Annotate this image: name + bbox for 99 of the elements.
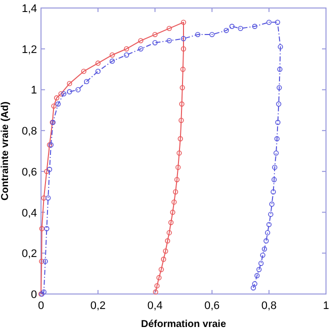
point bbox=[258, 260, 264, 266]
point bbox=[166, 230, 172, 236]
point bbox=[54, 95, 60, 100]
point bbox=[138, 46, 144, 52]
point bbox=[44, 226, 50, 232]
point bbox=[152, 40, 158, 46]
point bbox=[275, 120, 280, 125]
point bbox=[138, 38, 144, 44]
y-tick-label: 1,4 bbox=[22, 3, 37, 15]
point bbox=[175, 164, 181, 170]
point bbox=[178, 118, 184, 123]
point bbox=[66, 80, 72, 86]
point bbox=[274, 20, 280, 25]
point bbox=[252, 24, 258, 29]
point bbox=[42, 258, 48, 264]
point bbox=[278, 44, 283, 50]
point bbox=[44, 168, 50, 174]
point bbox=[46, 166, 52, 172]
point bbox=[176, 150, 182, 156]
point bbox=[224, 28, 229, 34]
point bbox=[38, 258, 44, 264]
x-tick-label: 0,4 bbox=[147, 300, 163, 312]
point bbox=[156, 275, 162, 280]
point bbox=[81, 68, 86, 74]
point bbox=[162, 248, 168, 254]
point bbox=[250, 285, 256, 290]
point bbox=[41, 195, 46, 201]
point bbox=[277, 66, 282, 72]
point bbox=[174, 177, 180, 182]
point bbox=[272, 177, 277, 182]
point bbox=[195, 32, 200, 38]
point bbox=[152, 32, 158, 38]
point bbox=[178, 136, 183, 142]
point bbox=[254, 273, 260, 278]
point bbox=[274, 136, 280, 142]
point bbox=[180, 46, 186, 52]
point bbox=[172, 189, 178, 194]
point bbox=[260, 252, 266, 258]
y-tick-label: 0,8 bbox=[22, 126, 37, 138]
point bbox=[266, 20, 272, 25]
y-tick-label: 1,2 bbox=[22, 44, 37, 56]
point bbox=[166, 38, 172, 44]
point bbox=[84, 78, 90, 84]
y-axis-title: Contrainte vraie (Ad) bbox=[0, 102, 11, 200]
point bbox=[276, 85, 282, 90]
point bbox=[160, 256, 166, 262]
point bbox=[110, 52, 115, 58]
point bbox=[46, 195, 51, 201]
point bbox=[268, 212, 274, 217]
y-tick-label: 1 bbox=[30, 84, 37, 97]
point bbox=[256, 266, 262, 272]
point bbox=[58, 91, 64, 96]
x-tick-label: 0,6 bbox=[204, 300, 220, 312]
point bbox=[51, 103, 56, 109]
point bbox=[166, 26, 172, 32]
point bbox=[124, 52, 130, 58]
x-axis-title: Déformation vraie bbox=[140, 319, 226, 330]
point bbox=[39, 226, 44, 232]
point bbox=[264, 230, 270, 236]
point bbox=[170, 210, 176, 215]
point bbox=[41, 289, 46, 295]
x-tick-label: 0,2 bbox=[90, 300, 106, 312]
point bbox=[61, 91, 66, 96]
point bbox=[75, 87, 81, 92]
point bbox=[154, 283, 160, 288]
x-tick-label: 1 bbox=[322, 300, 330, 312]
point bbox=[171, 199, 177, 205]
y-tick-label: 0 bbox=[30, 289, 37, 301]
point bbox=[95, 60, 101, 66]
point bbox=[180, 85, 185, 90]
point bbox=[269, 202, 274, 207]
point bbox=[229, 24, 235, 29]
point bbox=[66, 89, 72, 94]
point bbox=[168, 220, 174, 226]
point bbox=[56, 101, 61, 107]
point bbox=[152, 289, 158, 295]
point bbox=[124, 46, 130, 52]
point bbox=[209, 32, 215, 38]
point bbox=[110, 58, 115, 64]
point bbox=[238, 26, 244, 32]
point bbox=[264, 238, 269, 244]
point bbox=[180, 36, 186, 42]
point bbox=[252, 281, 258, 286]
y-tick-label: 0,6 bbox=[22, 166, 37, 178]
point bbox=[270, 189, 276, 194]
point bbox=[276, 101, 282, 107]
point bbox=[95, 68, 101, 74]
y-tick-label: 0,2 bbox=[22, 248, 37, 260]
y-tick-label: 0,4 bbox=[22, 207, 37, 220]
point bbox=[180, 20, 186, 25]
point bbox=[262, 246, 268, 252]
point bbox=[164, 238, 170, 244]
point bbox=[272, 164, 278, 170]
point bbox=[158, 266, 164, 272]
point bbox=[180, 66, 186, 72]
x-tick-label: 0,8 bbox=[261, 300, 277, 312]
point bbox=[179, 101, 184, 107]
point bbox=[266, 222, 272, 228]
point bbox=[274, 150, 279, 156]
